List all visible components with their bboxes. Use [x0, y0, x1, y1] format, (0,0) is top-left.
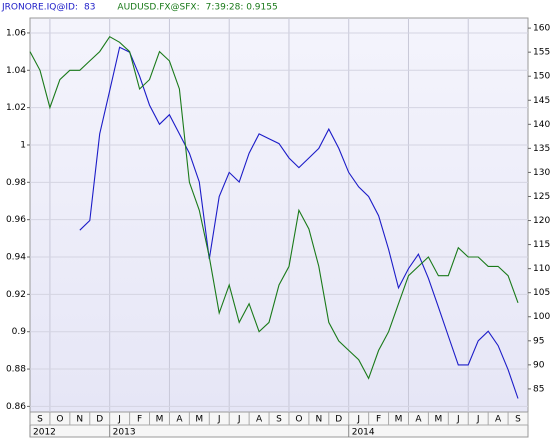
- y-tick-label: 0.94: [6, 253, 26, 263]
- series-line: [29, 35, 519, 380]
- x-tick-label: A: [256, 415, 263, 425]
- x-tick-label: D: [96, 415, 103, 425]
- y2-tick-label: 115: [533, 240, 550, 250]
- y-tick-label: 0.92: [6, 290, 26, 300]
- legend-last-value: 7:39:28: 0.9155: [206, 3, 278, 13]
- year-label: 2013: [113, 428, 136, 438]
- x-tick-label: J: [117, 415, 121, 425]
- x-tick-label: M: [156, 415, 164, 425]
- header: JRONORE.IQ@ID: 83 AUDUSD.FX@SFX: 7:39:28: 0…: [1, 3, 278, 13]
- y2-tick-label: 90: [533, 360, 545, 370]
- x-tick-label: F: [137, 415, 142, 425]
- x-tick-label: D: [335, 415, 342, 425]
- x-tick-label: A: [176, 415, 183, 425]
- y2-tick-label: 160: [533, 24, 550, 34]
- legend-name: AUDUSD.FX@SFX:: [117, 3, 199, 13]
- y2-tick-label: 145: [533, 96, 550, 106]
- y-tick-label: 1.04: [6, 66, 26, 76]
- x-tick-label: M: [195, 415, 203, 425]
- x-tick-label: A: [495, 415, 502, 425]
- y2-tick-label: 120: [533, 216, 550, 226]
- y-tick-label: 0.86: [6, 402, 26, 412]
- y2-tick-label: 110: [533, 264, 550, 274]
- y-tick-label: 1.06: [6, 28, 26, 38]
- plot-area: [29, 17, 529, 413]
- x-tick-label: J: [456, 415, 460, 425]
- y2-tick-label: 100: [533, 312, 550, 322]
- x-tick-label: S: [37, 415, 43, 425]
- y2-tick-label: 155: [533, 48, 550, 58]
- x-tick-label: J: [237, 415, 241, 425]
- year-label: 2012: [33, 428, 56, 438]
- y-tick-label: 0.88: [6, 365, 26, 375]
- y2-tick-label: 130: [533, 168, 550, 178]
- y-tick-label: 0.96: [6, 215, 26, 225]
- x-tick-label: S: [276, 415, 282, 425]
- y2-tick-label: 95: [533, 336, 544, 346]
- x-tick-label: J: [356, 415, 360, 425]
- x-tick-label: O: [295, 415, 302, 425]
- y2-tick-label: 140: [533, 120, 550, 130]
- y2-tick-label: 105: [533, 288, 550, 298]
- x-tick-label: F: [376, 415, 381, 425]
- x-tick-label: J: [476, 415, 480, 425]
- y2-tick-label: 150: [533, 72, 550, 82]
- x-tick-label: S: [515, 415, 521, 425]
- x-tick-label: M: [434, 415, 442, 425]
- y2-tick-label: 125: [533, 192, 550, 202]
- series-line: [79, 46, 519, 399]
- x-tick-label: N: [315, 415, 322, 425]
- y-tick-label: 0.9: [12, 327, 27, 337]
- legend-last-value: 83: [84, 3, 95, 13]
- x-tick-label: M: [395, 415, 403, 425]
- x-tick-label: J: [217, 415, 221, 425]
- y-tick-label: 1.02: [6, 103, 26, 113]
- x-tick-label: N: [76, 415, 83, 425]
- year-label: 2014: [352, 428, 375, 438]
- y2-tick-label: 85: [533, 384, 544, 394]
- y-tick-label: 0.98: [6, 178, 26, 188]
- x-tick-label: A: [415, 415, 422, 425]
- y-tick-label: 1: [20, 140, 26, 150]
- y2-tick-label: 135: [533, 144, 550, 154]
- x-tick-label: O: [56, 415, 63, 425]
- legend-name: JRONORE.IQ@ID:: [1, 3, 78, 13]
